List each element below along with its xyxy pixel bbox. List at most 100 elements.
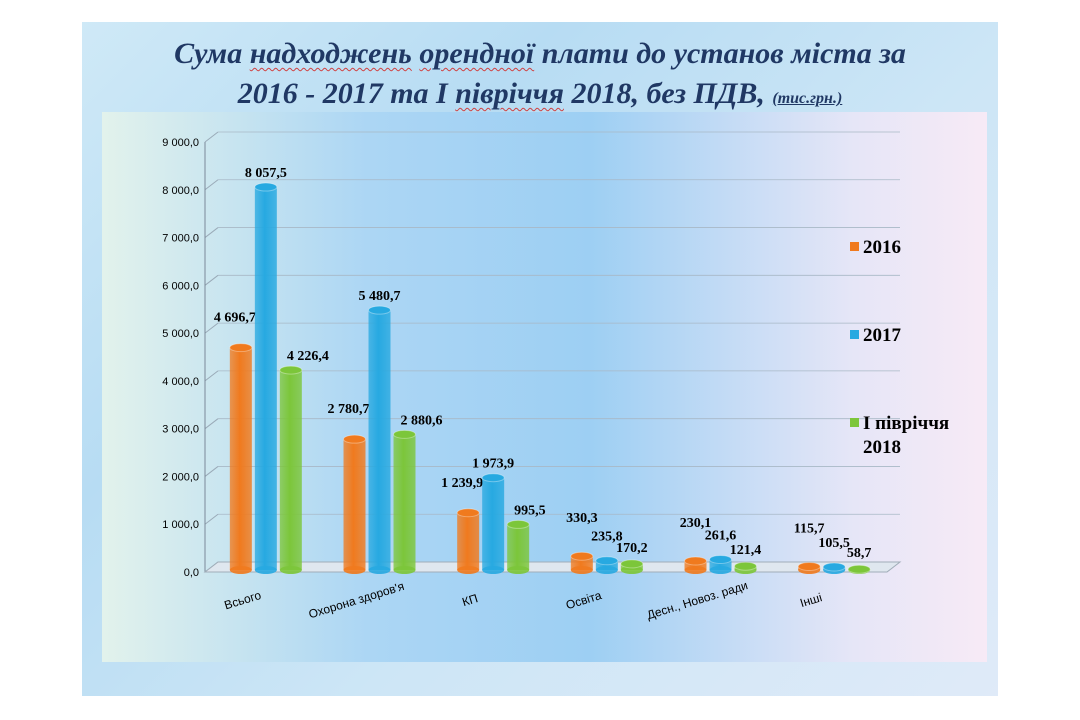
y-tick-label: 7 000,0 (162, 233, 199, 245)
y-tick-label: 5 000,0 (162, 328, 199, 340)
title-text: півріччя (455, 77, 564, 110)
bar-body (507, 524, 530, 570)
bar-top (620, 559, 644, 569)
legend-swatch (850, 330, 859, 340)
x-category-label: Освіта (564, 588, 603, 612)
legend-entry-2016: 2016 (850, 237, 901, 259)
bar-body (457, 512, 480, 570)
bar-1-4 (709, 555, 732, 574)
bar-top (847, 564, 871, 574)
bar-1-3 (595, 556, 619, 574)
x-category-label: Інші (798, 590, 823, 610)
y-tick-label: 6 000,0 (162, 280, 199, 292)
bar-body (229, 347, 252, 570)
bar-0-0 (229, 343, 253, 574)
title-line-2: 2016 - 2017 та І півріччя 2018, без ПДВ,… (82, 74, 998, 119)
legend-swatch (850, 242, 859, 252)
gridline-depth (204, 322, 219, 334)
bar-2-2 (506, 519, 530, 574)
bar-0-2 (456, 508, 480, 574)
bar-2-0 (279, 365, 303, 574)
title-text: 2018, без ПДВ, (563, 77, 773, 110)
gridline-depth (204, 370, 219, 382)
bar-top (734, 561, 757, 571)
y-tick-label: 2 000,0 (162, 471, 199, 483)
bar-top (570, 551, 594, 561)
data-label: 2 780,7 (328, 402, 370, 417)
legend-label: І півріччя (863, 413, 950, 434)
data-label: 5 480,7 (359, 289, 401, 304)
data-label: 115,7 (794, 521, 825, 536)
x-category-label: Десн., Новоз. ради (645, 578, 749, 622)
y-tick-label: 3 000,0 (162, 424, 199, 436)
title-text: надходжень (249, 37, 412, 70)
y-tick-label: 0,0 (184, 567, 199, 579)
data-label: 170,2 (616, 541, 648, 556)
bar-top (279, 365, 303, 375)
legend-label: 2016 (863, 237, 901, 258)
bar-0-5 (797, 561, 821, 574)
chart-title: Сума надходжень орендної плати до устано… (82, 34, 998, 119)
gridline-depth (204, 131, 219, 143)
bar-0-4 (684, 556, 707, 574)
data-label: 8 057,5 (245, 166, 287, 181)
bar-top (229, 343, 253, 353)
gridline-depth (204, 179, 219, 191)
y-tick-label: 1 000,0 (162, 519, 199, 531)
data-label: 995,5 (514, 503, 546, 518)
data-label: 1 973,9 (472, 457, 514, 472)
data-label: 235,8 (591, 530, 623, 545)
plot-area: 0,0 1 000,0 2 000,0 3 000,0 4 000,0 5 000,0 6 … (102, 112, 987, 662)
data-label: 261,6 (705, 529, 737, 544)
data-label: 105,5 (818, 536, 850, 551)
title-text: 2016 - 2017 та І (237, 77, 456, 110)
bar-top (684, 556, 707, 566)
bar-top (595, 556, 619, 566)
bar-body (684, 561, 707, 570)
bar-body (393, 434, 416, 570)
data-label: 230,1 (680, 516, 712, 531)
legend-swatch (850, 418, 859, 428)
gridline-depth (204, 274, 219, 286)
data-label: 58,7 (847, 546, 872, 561)
bar-2-1 (393, 429, 416, 574)
y-tick-label: 8 000,0 (162, 185, 199, 197)
legend-label: 2018 (863, 437, 901, 458)
bar-1-2 (481, 473, 505, 574)
bar-2-4 (734, 561, 757, 574)
bar-1-5 (822, 562, 846, 574)
bar-top (481, 473, 505, 483)
x-category-label: Охорона здоров'я (307, 579, 406, 621)
title-text: плати до установ міста за (534, 37, 906, 70)
gridline-depth (204, 227, 219, 238)
data-label: 121,4 (730, 543, 762, 558)
legend-entry-2017: 2017 (850, 325, 901, 347)
bar-top (709, 555, 732, 565)
data-label: 1 239,9 (441, 476, 483, 491)
bar-1-1 (368, 305, 391, 574)
bar-top (343, 434, 366, 444)
x-category-label: Всього (223, 588, 263, 613)
bar-top (393, 429, 416, 439)
gridline-depth (204, 418, 219, 430)
x-category-label: КП (460, 591, 479, 609)
bar-top (822, 562, 846, 572)
y-tick-label: 4 000,0 (162, 376, 199, 388)
gridline-depth (204, 466, 219, 477)
bar-top (506, 519, 530, 529)
data-label: 330,3 (566, 511, 598, 526)
bar-top (254, 182, 278, 192)
y-tick-label: 9 000,0 (162, 137, 199, 149)
bar-top (368, 305, 391, 315)
bar-top (456, 508, 480, 518)
bar-1-0 (254, 182, 278, 574)
bar-body (254, 187, 277, 570)
bar-chart: 0,0 1 000,0 2 000,0 3 000,0 4 000,0 5 000,0 6 … (162, 131, 902, 622)
bar-body (595, 560, 618, 570)
data-label: 4 696,7 (214, 311, 256, 326)
bar-2-3 (620, 559, 644, 574)
bar-0-1 (343, 434, 366, 574)
chart-floor (203, 561, 902, 573)
title-text: Сума (174, 37, 250, 70)
legend-entry-2018-h1: І півріччя 2018 (850, 412, 949, 460)
